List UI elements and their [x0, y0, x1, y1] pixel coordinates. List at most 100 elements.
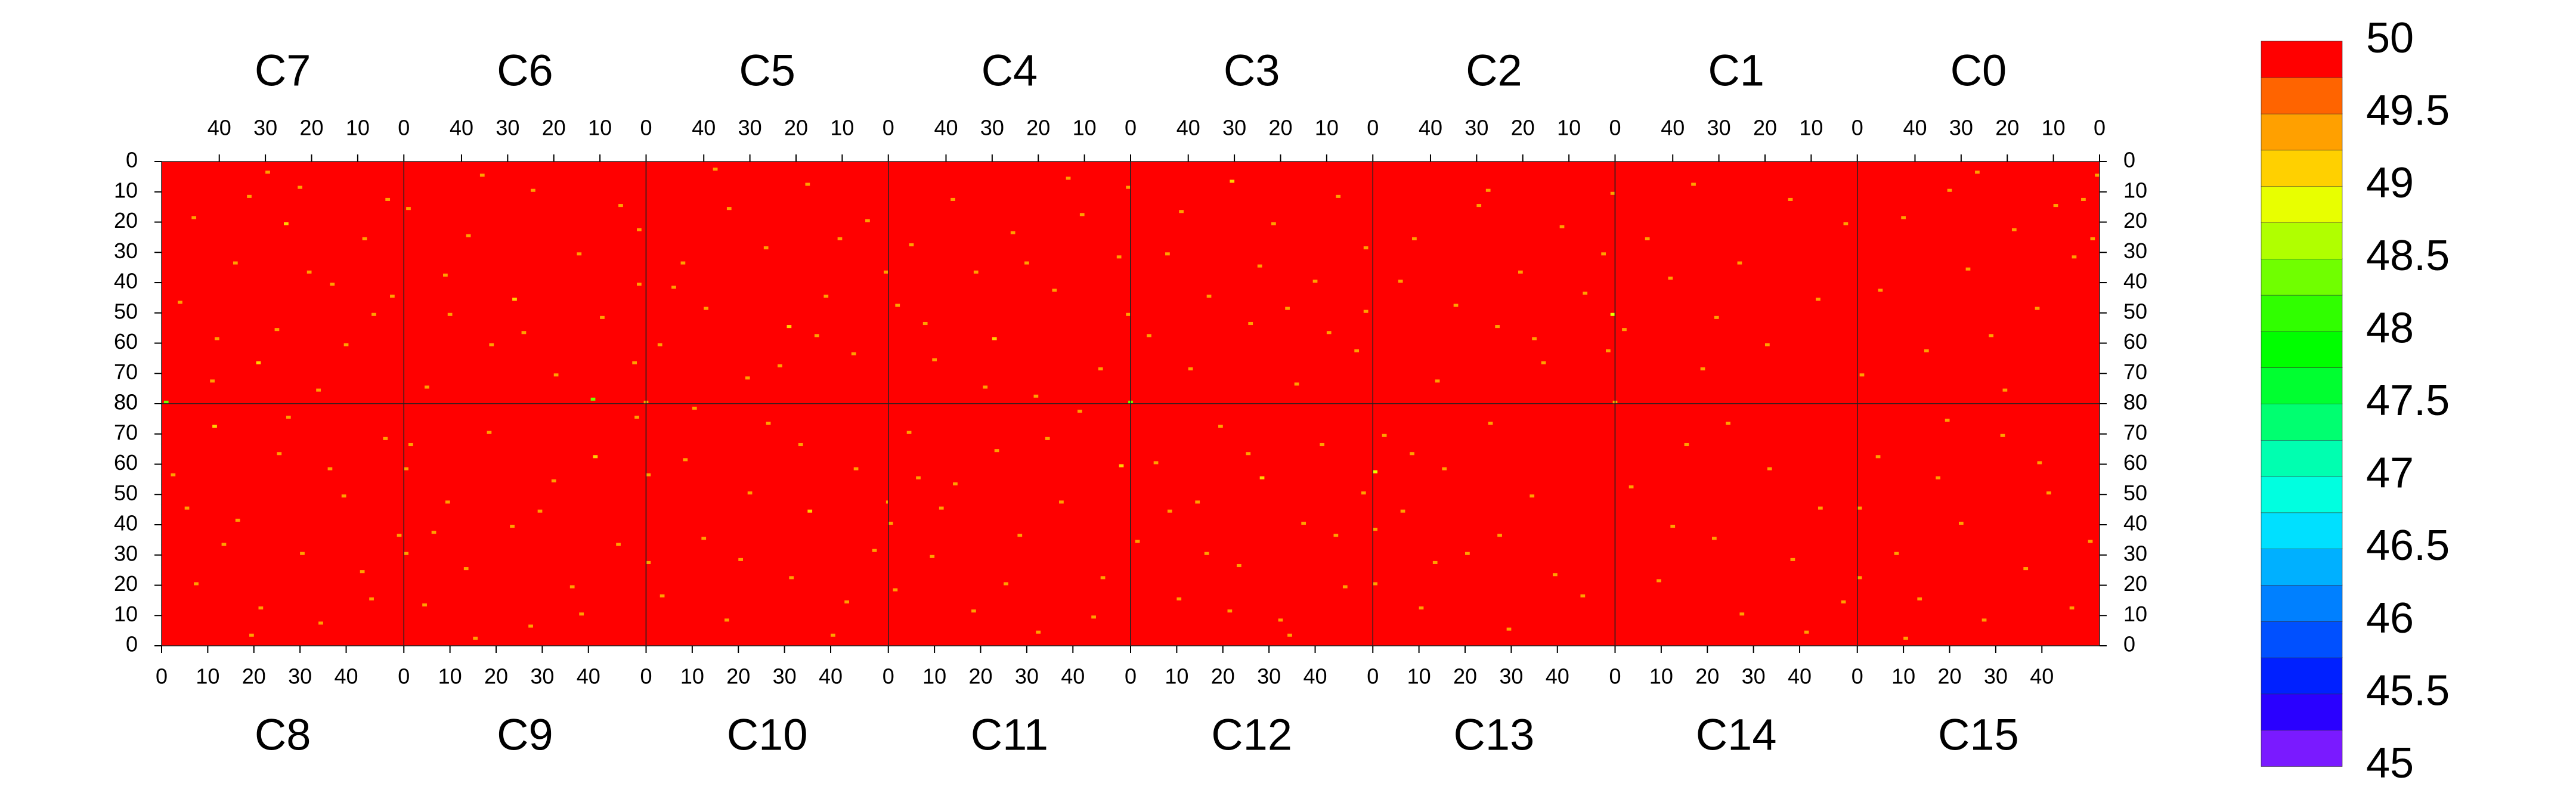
cell	[479, 174, 485, 177]
cell	[1278, 618, 1283, 622]
cell	[763, 246, 769, 250]
cell	[1248, 321, 1253, 326]
cell	[1668, 276, 1673, 280]
x-tick-label: 40	[1419, 116, 1442, 140]
x-tick-label: 40	[819, 664, 843, 689]
cell	[1100, 576, 1106, 580]
colorbar-tick-label: 45	[2366, 739, 2414, 787]
cell	[747, 491, 753, 495]
cell	[1017, 534, 1023, 537]
x-tick-label: 30	[288, 664, 312, 689]
y-tick-label: 10	[2123, 178, 2147, 202]
cell	[1541, 361, 1546, 365]
cell	[1342, 585, 1348, 589]
y-tick-label: 30	[2123, 541, 2147, 565]
cell	[171, 473, 176, 476]
cell	[258, 606, 264, 610]
y-tick-label: 50	[114, 481, 138, 505]
cell	[1179, 210, 1184, 213]
cell	[766, 422, 771, 425]
cell	[1559, 225, 1565, 228]
cell	[1657, 579, 1661, 583]
cell	[1843, 222, 1849, 225]
y-tick-label: 0	[126, 148, 138, 172]
cell	[1382, 434, 1387, 437]
cell	[671, 286, 676, 289]
x-tick-label: 10	[1649, 664, 1673, 689]
x-tick-label: 0	[1609, 116, 1621, 140]
cell	[1024, 261, 1029, 265]
cell	[1167, 509, 1172, 513]
y-tick-label: 70	[114, 360, 138, 384]
panel-title: C4	[982, 46, 1038, 95]
cell	[983, 385, 988, 389]
cell	[1363, 246, 1368, 250]
panel-base	[1857, 404, 2100, 646]
cell	[510, 525, 515, 528]
cell	[1936, 476, 1941, 479]
cell	[1788, 197, 1793, 201]
cell	[713, 168, 718, 171]
cell	[528, 624, 533, 628]
cell	[422, 603, 427, 607]
cell	[1442, 467, 1447, 470]
cell	[284, 222, 289, 225]
cell	[1036, 630, 1041, 634]
x-tick-label: 40	[1061, 664, 1085, 689]
colorbar-bin	[2261, 476, 2343, 513]
x-tick-label: 0	[398, 664, 410, 689]
cell	[369, 597, 374, 600]
y-tick-label: 60	[2123, 329, 2147, 354]
cell	[1419, 606, 1424, 610]
colorbar-bin	[2261, 403, 2343, 441]
y-tick-label: 40	[114, 511, 138, 535]
cell	[634, 416, 639, 419]
cell	[1553, 573, 1558, 577]
y-tick-label: 20	[2123, 571, 2147, 596]
panel-base	[646, 404, 888, 646]
colorbar-bin	[2261, 512, 2343, 550]
x-tick-label: 30	[1257, 664, 1281, 689]
panel-title: C7	[255, 46, 311, 95]
cell	[953, 482, 958, 486]
panel-title: C14	[1696, 710, 1777, 760]
y-tick-label: 50	[2123, 299, 2147, 323]
colorbar-tick-label: 49.5	[2366, 87, 2450, 135]
cell	[798, 442, 803, 447]
y-tick-label: 70	[2123, 360, 2147, 384]
x-tick-label: 20	[1995, 116, 2019, 140]
cell	[277, 452, 282, 456]
panel-title: C12	[1211, 710, 1292, 760]
cell	[362, 237, 367, 240]
cell	[2011, 228, 2017, 231]
cell	[390, 295, 395, 298]
cell	[463, 567, 469, 571]
colorbar-bin	[2261, 150, 2343, 187]
cell	[1227, 609, 1233, 613]
panel-base	[646, 162, 888, 404]
cell	[2035, 306, 2040, 310]
cell	[1453, 304, 1459, 307]
cell	[1903, 636, 1908, 640]
cell	[1924, 349, 1929, 352]
x-tick-label: 10	[830, 116, 854, 140]
cell	[1147, 334, 1151, 338]
x-tick-label: 40	[2030, 664, 2054, 689]
x-tick-label: 30	[1499, 664, 1523, 689]
cell	[1497, 534, 1502, 537]
cell	[360, 570, 365, 574]
cell	[406, 207, 411, 210]
cell	[1628, 485, 1634, 489]
x-tick-label: 20	[242, 664, 266, 689]
cell	[1947, 188, 1952, 192]
colorbar-tick-label: 45.5	[2366, 667, 2450, 714]
cell	[814, 334, 819, 338]
cell	[1818, 506, 1823, 510]
x-tick-label: 30	[738, 116, 762, 140]
cell	[789, 576, 794, 580]
cell	[1488, 422, 1493, 425]
panel-base	[162, 404, 404, 646]
panel-base	[1615, 404, 1857, 646]
cell	[600, 315, 605, 319]
cell	[683, 458, 688, 462]
